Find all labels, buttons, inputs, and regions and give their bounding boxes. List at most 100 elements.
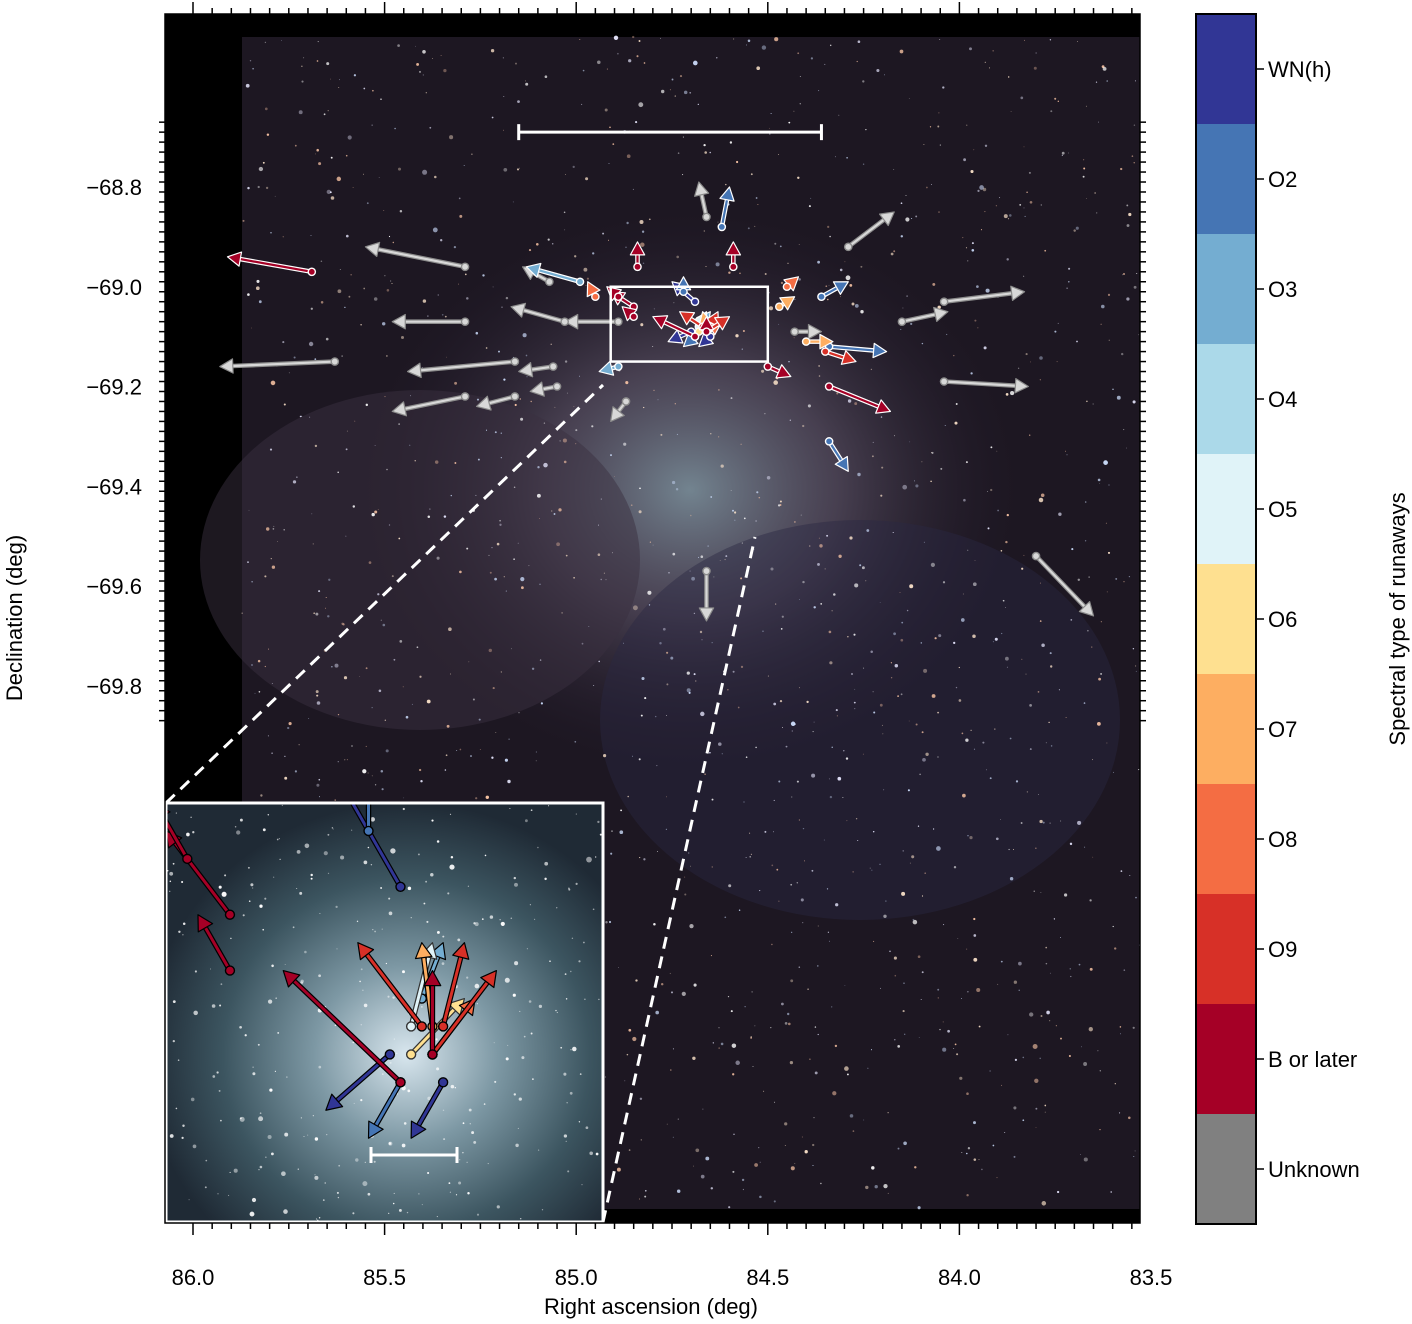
- star: [938, 112, 940, 114]
- star: [494, 577, 497, 581]
- runaway-vector: [529, 381, 562, 397]
- star: [879, 602, 881, 603]
- star: [1029, 704, 1032, 707]
- star: [900, 693, 903, 696]
- star: [315, 612, 319, 616]
- star: [905, 195, 907, 197]
- star: [853, 633, 856, 636]
- star: [1084, 540, 1087, 542]
- star: [388, 1142, 392, 1145]
- star: [953, 1047, 955, 1049]
- star: [739, 272, 741, 275]
- star: [388, 897, 391, 900]
- star: [676, 1189, 681, 1193]
- star: [318, 162, 322, 166]
- star: [811, 869, 814, 872]
- star: [1019, 203, 1022, 206]
- star: [793, 110, 795, 112]
- star: [828, 940, 831, 942]
- star: [1032, 1044, 1038, 1049]
- star: [501, 306, 503, 308]
- star: [466, 1161, 468, 1163]
- star: [248, 900, 251, 903]
- star: [710, 433, 712, 435]
- star: [365, 667, 368, 670]
- star: [1120, 1033, 1121, 1035]
- star: [1049, 652, 1052, 655]
- star: [284, 755, 286, 758]
- star: [570, 970, 572, 973]
- star: [326, 189, 331, 195]
- star: [990, 446, 993, 449]
- star: [1037, 691, 1040, 693]
- star: [392, 241, 395, 244]
- star: [802, 922, 804, 924]
- star: [242, 914, 245, 917]
- star: [389, 1061, 392, 1064]
- star: [859, 564, 862, 567]
- star: [985, 288, 990, 293]
- star: [495, 731, 497, 733]
- star: [727, 689, 729, 691]
- star: [688, 852, 690, 854]
- star: [862, 80, 865, 83]
- runaway-vector: [897, 306, 949, 326]
- star: [1084, 501, 1087, 503]
- star: [340, 855, 345, 860]
- star: [268, 648, 270, 650]
- star: [849, 283, 853, 287]
- star: [969, 835, 973, 840]
- star: [1060, 936, 1061, 938]
- star: [310, 234, 312, 236]
- star: [817, 562, 820, 566]
- runaway-vector: [586, 281, 601, 302]
- runaway-vector: [610, 397, 631, 423]
- star: [730, 489, 732, 492]
- star: [299, 891, 303, 895]
- star: [398, 423, 400, 425]
- star: [319, 912, 321, 915]
- star: [989, 777, 992, 780]
- star: [1123, 581, 1125, 583]
- star: [653, 308, 655, 310]
- star: [899, 49, 904, 54]
- star: [635, 121, 638, 124]
- runaway-vector: [774, 296, 796, 312]
- star: [1106, 742, 1108, 744]
- star: [595, 1152, 599, 1156]
- star: [672, 1136, 674, 1138]
- star: [1039, 620, 1042, 622]
- star: [314, 444, 318, 448]
- star: [1039, 379, 1041, 381]
- star: [402, 686, 404, 688]
- star: [643, 62, 646, 64]
- runaway-vector: [437, 942, 470, 1032]
- star: [1129, 875, 1131, 876]
- star: [245, 83, 250, 88]
- star: [1018, 989, 1020, 991]
- star: [900, 235, 904, 238]
- x-tick-label: 84.5: [746, 1265, 789, 1290]
- star: [725, 183, 727, 186]
- star: [318, 778, 321, 781]
- star: [839, 296, 841, 298]
- star: [1092, 856, 1094, 858]
- star: [937, 711, 940, 714]
- star: [709, 151, 711, 154]
- star: [970, 169, 974, 174]
- star: [499, 519, 501, 522]
- star: [426, 699, 431, 704]
- star: [572, 165, 575, 169]
- star: [341, 355, 343, 357]
- star: [902, 307, 904, 309]
- star: [1065, 716, 1067, 719]
- star: [889, 950, 891, 953]
- star: [474, 922, 479, 927]
- star: [1005, 607, 1006, 608]
- star: [360, 1099, 363, 1102]
- star: [456, 750, 458, 752]
- star: [1088, 576, 1090, 578]
- star: [301, 80, 304, 83]
- star: [743, 801, 745, 803]
- star: [899, 592, 901, 593]
